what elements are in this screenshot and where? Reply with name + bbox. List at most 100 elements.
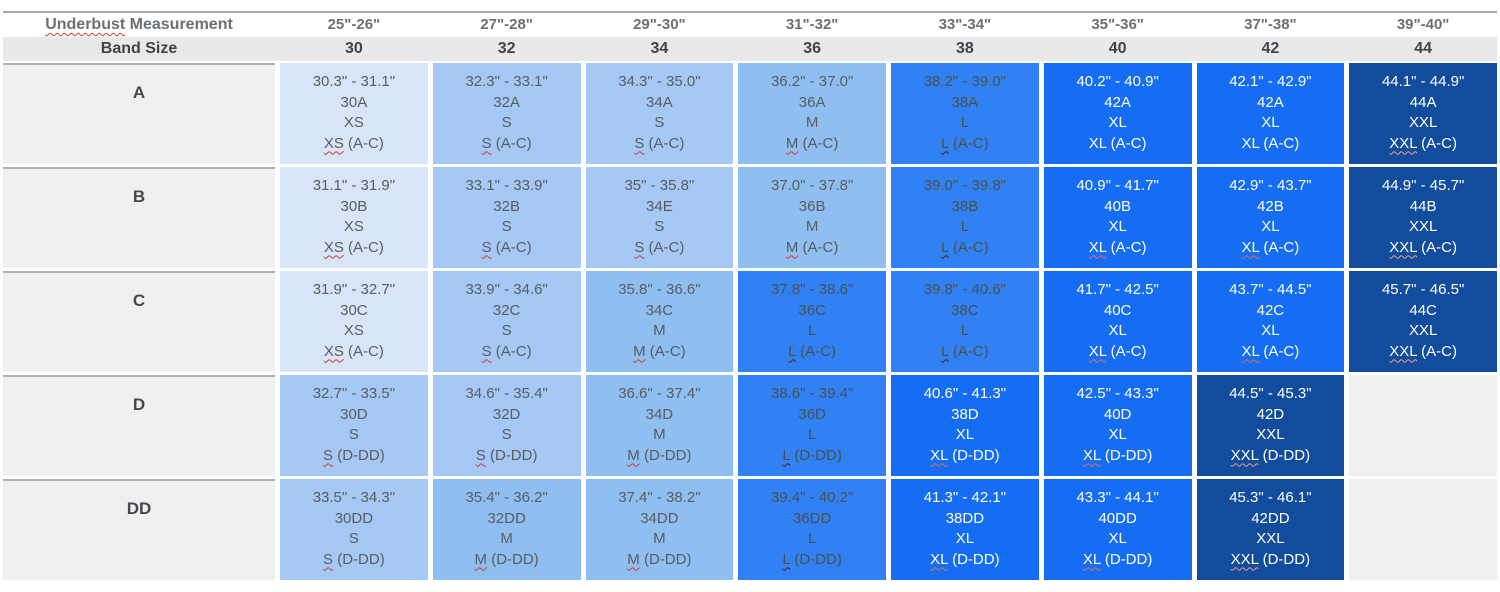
- range-line: 39.8" - 40.6": [923, 281, 1007, 298]
- group-range-word: (D-DD): [487, 550, 539, 568]
- intl-size-line: L: [960, 322, 970, 339]
- band-size-value: 30: [344, 40, 363, 57]
- range-line: 34.3" - 35.0": [618, 73, 701, 90]
- size-code-line: 40B: [1104, 197, 1131, 215]
- intl-size-line: L: [960, 218, 970, 235]
- intl-size-line: XXL: [1408, 114, 1438, 131]
- size-code-line: 36DD: [792, 509, 832, 527]
- intl-size-line: S: [654, 114, 665, 131]
- size-code-line: 40C: [1103, 301, 1132, 319]
- cup-row-label: B: [3, 167, 275, 268]
- size-cell: 30.3" - 31.1" 30A XS XS (A-C): [280, 63, 428, 164]
- group-size-word: M: [785, 134, 799, 152]
- intl-size-line: M: [653, 322, 666, 339]
- underbust-word: Underbust: [45, 16, 126, 33]
- intl-size-line: S: [348, 426, 359, 443]
- group-size-line: S (D-DD): [280, 550, 428, 571]
- cup-row-label: D: [3, 375, 275, 476]
- size-code-line: 44B: [1409, 197, 1437, 215]
- size-cell: 37.0" - 37.8" 36B M M (A-C): [738, 167, 886, 268]
- group-range-word: (A-C): [948, 342, 989, 360]
- underbust-range-header: 39"-40": [1396, 16, 1450, 33]
- group-range-word: (A-C): [798, 134, 839, 152]
- cup-row-label: A: [3, 63, 275, 164]
- range-line: 40.6" - 41.3": [923, 385, 1007, 402]
- intl-size-line: XXL: [1408, 218, 1438, 235]
- group-size-line: S (D-DD): [280, 446, 428, 467]
- size-cell: 43.7" - 44.5" 42C XL XL (A-C): [1196, 271, 1345, 372]
- group-range-word: (D-DD): [947, 446, 1000, 464]
- group-size-line: XXL (A-C): [1349, 238, 1497, 259]
- group-size-line: M (A-C): [738, 134, 886, 155]
- size-cell: 42.1" - 42.9" 42A XL XL (A-C): [1196, 63, 1345, 164]
- group-size-word: S: [323, 446, 334, 464]
- intl-size-line: XXL: [1256, 426, 1285, 443]
- group-range-word: (D-DD): [1258, 550, 1311, 568]
- group-range-word: (A-C): [645, 342, 686, 360]
- size-cell: 41.7" - 42.5" 40C XL XL (A-C): [1043, 271, 1192, 372]
- size-code-line: 30B: [340, 197, 368, 215]
- group-size-word: XXL: [1230, 446, 1259, 464]
- size-code-line: 34D: [645, 405, 674, 423]
- size-code-line: 32C: [492, 301, 521, 319]
- intl-size-line: XL: [1108, 322, 1127, 339]
- group-size-line: L (D-DD): [738, 446, 886, 467]
- group-size-word: L: [788, 342, 797, 360]
- group-size-word: XL: [1088, 134, 1107, 152]
- range-line: 34.6" - 35.4": [465, 385, 548, 402]
- size-code-line: 32D: [492, 405, 521, 423]
- group-range-word: (A-C): [1417, 134, 1458, 152]
- group-size-word: XXL: [1230, 550, 1259, 568]
- band-size-value: 44: [1414, 40, 1433, 57]
- size-code-line: 42D: [1256, 405, 1285, 423]
- group-range-word: (A-C): [1259, 238, 1300, 256]
- range-line: 37.0" - 37.8": [770, 177, 854, 194]
- size-cell: 44.9" - 45.7" 44B XXL XXL (A-C): [1349, 167, 1497, 268]
- group-size-line: XS (A-C): [280, 238, 428, 259]
- range-line: 43.3" - 44.1": [1076, 489, 1159, 506]
- group-size-line: XL (D-DD): [1044, 550, 1192, 571]
- range-line: 32.7" - 33.5": [312, 385, 396, 402]
- size-code-line: 42DD: [1251, 509, 1290, 527]
- group-size-word: XL: [1082, 446, 1101, 464]
- group-size-line: XL (D-DD): [891, 550, 1039, 571]
- group-size-word: S: [634, 134, 645, 152]
- group-range-word: (D-DD): [1100, 446, 1153, 464]
- underbust-range-header: 37"-38": [1244, 16, 1297, 33]
- group-size-word: XXL: [1389, 134, 1418, 152]
- group-size-line: XXL (D-DD): [1197, 550, 1345, 571]
- group-size-word: M: [627, 446, 640, 464]
- range-line: 33.1" - 33.9": [465, 177, 548, 194]
- group-range-word: (A-C): [644, 134, 685, 152]
- intl-size-line: S: [501, 322, 512, 339]
- group-size-line: L (A-C): [738, 342, 886, 363]
- intl-size-line: XS: [343, 322, 364, 339]
- group-range-word: (A-C): [343, 134, 384, 152]
- group-range-word: (D-DD): [790, 550, 842, 568]
- group-size-word: S: [481, 134, 492, 152]
- size-cell: 40.9" - 41.7" 40B XL XL (A-C): [1043, 167, 1192, 268]
- group-size-line: XXL (A-C): [1349, 342, 1497, 363]
- range-line: 42.9" - 43.7": [1229, 177, 1312, 194]
- size-cell: 37.4" - 38.2" 34DD M M (D-DD): [585, 479, 734, 580]
- range-line: 37.8" - 38.6": [770, 281, 854, 298]
- size-cell: 31.1" - 31.9" 30B XS XS (A-C): [280, 167, 428, 268]
- range-line: 40.9" - 41.7": [1076, 177, 1159, 194]
- intl-size-line: M: [500, 530, 513, 547]
- group-size-line: M (D-DD): [433, 550, 581, 571]
- band-size-value: 32: [497, 40, 516, 57]
- size-code-line: 36C: [798, 301, 826, 319]
- size-cell: 32.3" - 33.1" 32A S S (A-C): [432, 63, 581, 164]
- group-size-word: S: [481, 238, 492, 256]
- size-code-line: 32A: [493, 93, 520, 111]
- size-cell: 45.3" - 46.1" 42DD XXL XXL (D-DD): [1196, 479, 1345, 580]
- size-cell: 42.9" - 43.7" 42B XL XL (A-C): [1196, 167, 1345, 268]
- size-code-line: 30D: [340, 405, 368, 423]
- group-size-line: M (D-DD): [586, 550, 734, 571]
- group-range-word: (D-DD): [333, 446, 385, 464]
- size-cell: 39.8" - 40.6" 38C L L (A-C): [891, 271, 1039, 372]
- range-line: 30.3" - 31.1": [312, 73, 396, 90]
- measurement-word: Measurement: [125, 16, 233, 33]
- band-size-value: 40: [1108, 40, 1127, 57]
- range-line: 35.4" - 36.2": [465, 489, 548, 506]
